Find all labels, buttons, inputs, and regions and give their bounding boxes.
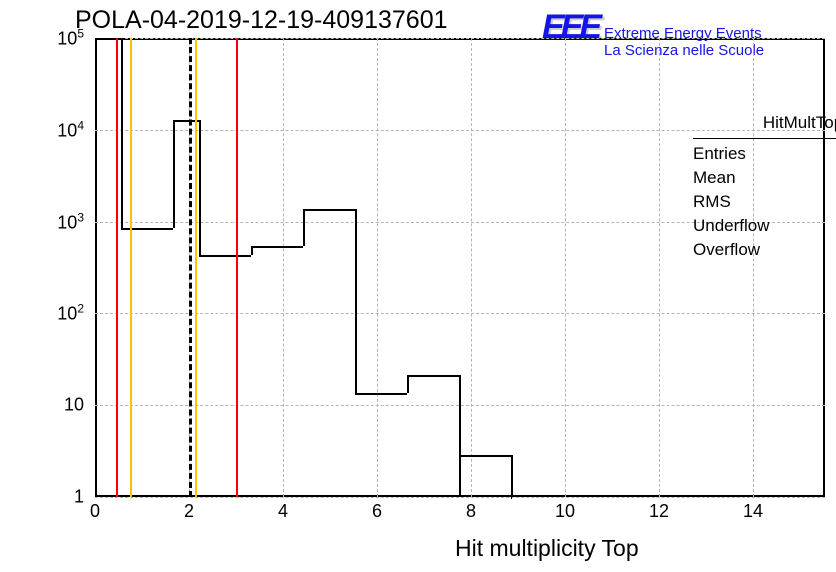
marker-red-2 [236,38,238,497]
hist-vseg-6 [355,209,357,393]
hist-segment-4 [199,255,251,257]
gridline-x12 [659,38,660,497]
hist-vseg-5 [303,209,305,246]
hist-vseg-7 [407,375,409,393]
gridline-x14 [753,38,754,497]
marker-orange-2 [195,38,197,497]
x-axis-title: Hit multiplicity Top [455,535,639,562]
stat-row-entries: Entries 64502 [693,142,836,166]
stat-row-underflow: Underflow 0 [693,214,836,238]
hist-segment-8 [407,375,459,377]
chart-title: POLA-04-2019-12-19-409137601 [75,6,448,35]
gridline-x6 [377,38,378,497]
stat-row-mean: Mean 2.016 [693,166,836,190]
ytick-1e5: 105 [24,27,84,50]
ytick-1: 1 [24,487,84,508]
xtick-8: 8 [466,501,476,522]
xtick-10: 10 [555,501,575,522]
hist-segment-6 [303,209,355,211]
gridline-y1e2 [95,313,825,314]
xtick-4: 4 [278,501,288,522]
ytick-10: 10 [24,395,84,416]
stats-box: HitMultTop Entries 64502 Mean 2.016 RMS … [693,111,836,262]
xtick-12: 12 [649,501,669,522]
root-container: POLA-04-2019-12-19-409137601 EEE Extreme… [0,0,836,572]
marker-red-1 [116,38,118,497]
stat-row-rms: RMS 0.3617 [693,190,836,214]
hist-vseg-1 [121,38,123,228]
ytick-1e2: 102 [24,302,84,325]
hist-segment-7 [355,393,407,395]
xtick-6: 6 [372,501,382,522]
gridline-y1 [95,497,825,498]
ytick-1e3: 103 [24,210,84,233]
plot-area: 105 104 103 102 10 1 0 2 4 6 8 10 12 14 … [95,38,825,497]
hist-vseg-9 [511,455,513,497]
marker-orange-1 [130,38,132,497]
hist-segment-end [511,497,512,499]
stats-header: HitMultTop [693,111,836,139]
hist-vseg-8 [459,375,461,497]
stat-row-overflow: Overflow 0 [693,238,836,262]
gridline-x4 [283,38,284,497]
xtick-14: 14 [743,501,763,522]
xtick-2: 2 [184,501,194,522]
hist-vseg-2 [173,120,175,228]
gridline-x10 [565,38,566,497]
marker-black-dashed [189,38,192,497]
xtick-0: 0 [90,501,100,522]
ytick-1e4: 104 [24,118,84,141]
hist-segment-9 [459,455,511,457]
hist-vseg-3 [199,120,201,255]
gridline-x8 [471,38,472,497]
hist-segment-5 [251,246,303,248]
gridline-y1e5 [95,38,825,39]
